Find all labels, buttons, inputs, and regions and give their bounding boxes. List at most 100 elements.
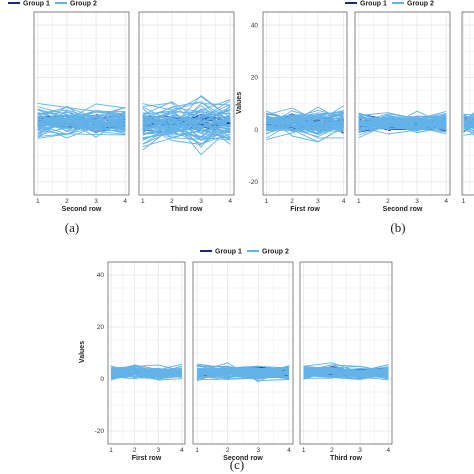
series-line-group-2 bbox=[463, 115, 474, 117]
y-tick-label: 0 bbox=[254, 127, 258, 134]
x-tick-label: 1 bbox=[141, 198, 145, 205]
series-line-group-2 bbox=[111, 370, 182, 376]
series-line-group-2 bbox=[463, 121, 474, 123]
series-line-group-2 bbox=[196, 373, 290, 378]
series-line-group-2 bbox=[37, 108, 126, 124]
x-tick-label: 1 bbox=[109, 447, 113, 454]
series-line-group-2 bbox=[358, 120, 447, 133]
panel-border bbox=[138, 11, 235, 196]
series-line-group-2 bbox=[303, 367, 389, 373]
x-axis-label: Second row bbox=[383, 206, 423, 213]
series-line-group-2 bbox=[110, 365, 183, 379]
legend: Group 1 Group 2 bbox=[200, 249, 289, 256]
series-line-group-2 bbox=[142, 115, 231, 139]
series-line-group-2 bbox=[37, 114, 126, 132]
panel-border bbox=[354, 11, 451, 196]
series-line-group-2 bbox=[142, 115, 231, 135]
series-line-group-2 bbox=[303, 362, 389, 374]
series-line-group-2 bbox=[37, 111, 126, 121]
x-tick-label: 4 bbox=[180, 447, 184, 454]
series-line-group-2 bbox=[266, 111, 344, 120]
subfigure-caption: (b) bbox=[390, 220, 405, 235]
legend-label-group-2: Group 2 bbox=[262, 249, 289, 256]
panel-3: 1 2 3 4 Third row bbox=[138, 11, 235, 213]
legend-label-group-1: Group 1 bbox=[215, 249, 242, 256]
chart-a: Group 1 Group 2 1 2 3 4 Second row 1 2 3 4 Third ro… bbox=[8, 1, 235, 235]
series-line-group-2 bbox=[463, 127, 474, 132]
series-line-group-2 bbox=[266, 120, 344, 131]
y-tick-label: -20 bbox=[249, 179, 259, 186]
chart-b: Group 1 Group 2 Values 1 2 3 4 First row 1 2 3 4 Sec… bbox=[236, 1, 474, 235]
x-tick-label: 4 bbox=[228, 198, 232, 205]
series-line-group-2 bbox=[463, 120, 474, 122]
panel-2: 1 2 3 4 Second row bbox=[33, 11, 130, 213]
series-line-group-2 bbox=[358, 113, 447, 124]
series-line-group-2 bbox=[463, 133, 474, 136]
series-line-group-2 bbox=[266, 115, 344, 124]
grid bbox=[34, 12, 129, 195]
x-tick-label: 4 bbox=[123, 198, 127, 205]
series-line-group-2 bbox=[142, 101, 231, 121]
x-tick-label: 4 bbox=[444, 198, 448, 205]
series-line-group-2 bbox=[111, 370, 182, 376]
series-line-group-2 bbox=[142, 111, 231, 136]
x-axis-label: First row bbox=[132, 455, 162, 462]
series-lines bbox=[142, 95, 231, 156]
x-tick-label: 3 bbox=[94, 198, 98, 205]
panel-border bbox=[461, 11, 474, 196]
series-line-group-2 bbox=[463, 122, 474, 126]
series-line-group-2 bbox=[463, 113, 474, 124]
y-tick-label: -20 bbox=[95, 428, 105, 435]
series-line-group-2 bbox=[463, 129, 474, 134]
series-line-group-2 bbox=[142, 118, 231, 130]
x-tick-label: 3 bbox=[316, 198, 320, 205]
grid bbox=[355, 12, 450, 195]
x-tick-label: 1 bbox=[462, 198, 466, 205]
series-line-group-2 bbox=[266, 114, 344, 126]
series-line-group-2 bbox=[463, 122, 474, 130]
x-axis-label: Third row bbox=[330, 455, 362, 462]
x-tick-label: 2 bbox=[133, 447, 137, 454]
panel-border bbox=[299, 261, 393, 445]
series-line-group-2 bbox=[463, 120, 474, 129]
series-line-group-2 bbox=[142, 116, 231, 141]
series-line-group-2 bbox=[358, 120, 447, 130]
x-tick-label: 1 bbox=[357, 198, 361, 205]
series-lines bbox=[37, 102, 126, 139]
x-tick-label: 4 bbox=[342, 198, 346, 205]
legend-label-group-1: Group 1 bbox=[23, 1, 50, 8]
series-line-group-2 bbox=[37, 125, 126, 139]
series-line-group-2 bbox=[37, 120, 126, 135]
x-tick-label: 1 bbox=[302, 447, 306, 454]
series-line-group-2 bbox=[266, 126, 344, 139]
x-axis-label: Second row bbox=[223, 455, 263, 462]
series-line-group-2 bbox=[358, 112, 447, 123]
y-tick-label: 40 bbox=[251, 22, 259, 29]
legend: Group 1 Group 2 bbox=[345, 1, 434, 8]
chart-c: Group 1 Group 2 Values 1 2 3 4 First row 1 2 3 4 Sec… bbox=[79, 249, 393, 472]
subfigure-caption: (a) bbox=[65, 220, 79, 235]
x-tick-label: 2 bbox=[386, 198, 390, 205]
series-line-group-2 bbox=[303, 369, 389, 377]
series-line-group-2 bbox=[142, 125, 231, 140]
series-line-group-2 bbox=[111, 369, 182, 372]
x-tick-label: 4 bbox=[287, 447, 291, 454]
series-line-group-2 bbox=[142, 114, 231, 138]
legend-label-group-2: Group 2 bbox=[70, 1, 97, 8]
legend-label-group-1: Group 1 bbox=[360, 1, 387, 8]
x-axis-label: First row bbox=[290, 206, 320, 213]
series-lines bbox=[110, 363, 183, 381]
x-tick-label: 2 bbox=[170, 198, 174, 205]
panel-2: 1 2 3 4 Second row bbox=[354, 11, 451, 213]
series-line-group-2 bbox=[37, 133, 126, 138]
y-axis-label: Values bbox=[79, 341, 86, 363]
grid bbox=[462, 12, 474, 195]
panel-border bbox=[192, 261, 294, 445]
series-line-group-2 bbox=[463, 118, 474, 124]
x-tick-label: 1 bbox=[36, 198, 40, 205]
series-line-group-2 bbox=[111, 368, 182, 374]
series-lines bbox=[266, 105, 344, 143]
series-line-group-2 bbox=[37, 106, 126, 136]
series-line-group-2 bbox=[196, 370, 290, 378]
x-tick-label: 3 bbox=[358, 447, 362, 454]
